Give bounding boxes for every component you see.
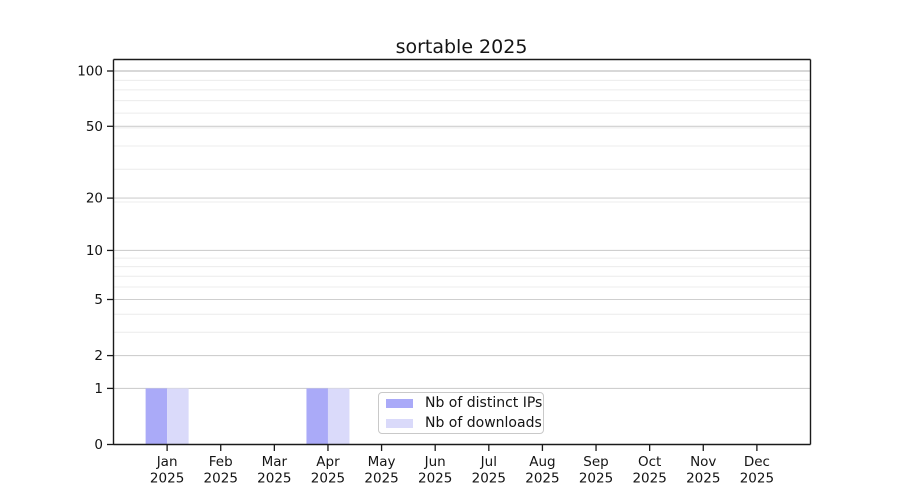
- y-tick-label-2: 2: [94, 348, 103, 364]
- x-tick-label-dec: Dec: [744, 454, 770, 470]
- x-tick-label-apr: Apr: [316, 454, 340, 470]
- legend-label-distinct-ips: Nb of distinct IPs: [425, 395, 543, 411]
- y-tick-label-100: 100: [77, 64, 103, 80]
- x-tick-label-jul: Jul: [480, 454, 497, 470]
- legend-item-distinct-ips: Nb of distinct IPs: [386, 395, 543, 411]
- x-tick-year-label-jan: 2025: [150, 471, 184, 487]
- x-tick-year-label-mar: 2025: [257, 471, 291, 487]
- x-tick-year-label-dec: 2025: [740, 471, 774, 487]
- x-tick-year-label-nov: 2025: [686, 471, 720, 487]
- x-tick-label-jun: Jun: [424, 454, 446, 470]
- legend-item-downloads: Nb of downloads: [386, 415, 543, 431]
- bar-nb-of-distinct-ips-apr: [306, 388, 328, 445]
- x-tick-label-oct: Oct: [638, 454, 661, 470]
- x-tick-label-jan: Jan: [156, 454, 178, 470]
- y-tick-label-0: 0: [94, 437, 103, 453]
- x-tick-year-label-sep: 2025: [579, 471, 613, 487]
- x-tick-year-label-jul: 2025: [472, 471, 506, 487]
- x-tick-label-feb: Feb: [209, 454, 233, 470]
- bar-nb-of-downloads-jan: [167, 388, 189, 445]
- y-tick-label-10: 10: [86, 243, 103, 259]
- x-tick-label-sep: Sep: [583, 454, 608, 470]
- legend: Nb of distinct IPs Nb of downloads: [378, 392, 544, 434]
- x-tick-label-aug: Aug: [529, 454, 555, 470]
- legend-label-downloads: Nb of downloads: [425, 415, 542, 431]
- legend-swatch-downloads-icon: [386, 418, 413, 428]
- x-tick-year-label-may: 2025: [364, 471, 398, 487]
- bar-nb-of-downloads-apr: [327, 388, 350, 445]
- chart-title: sortable 2025: [395, 36, 528, 58]
- y-tick-label-20: 20: [86, 191, 103, 207]
- bar-nb-of-distinct-ips-jan: [145, 388, 168, 445]
- x-tick-year-label-feb: 2025: [204, 471, 238, 487]
- y-tick-label-50: 50: [86, 119, 103, 135]
- x-tick-year-label-oct: 2025: [632, 471, 666, 487]
- y-tick-label-5: 5: [94, 292, 103, 308]
- x-tick-year-label-aug: 2025: [525, 471, 559, 487]
- x-tick-year-label-apr: 2025: [311, 471, 345, 487]
- x-tick-label-may: May: [368, 454, 396, 470]
- x-tick-label-mar: Mar: [262, 454, 288, 470]
- y-tick-label-1: 1: [94, 381, 103, 397]
- legend-swatch-distinct-ips-icon: [386, 398, 413, 408]
- x-tick-label-nov: Nov: [690, 454, 716, 470]
- x-tick-year-label-jun: 2025: [418, 471, 452, 487]
